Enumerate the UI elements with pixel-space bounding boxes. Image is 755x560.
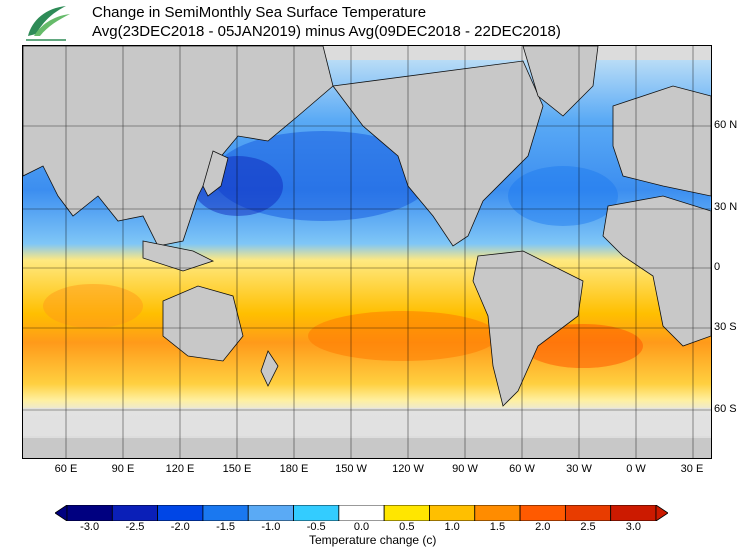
southeast-asia-islands xyxy=(142,240,215,272)
lon-label-120w: 120 W xyxy=(392,463,424,475)
asia-landmass xyxy=(23,46,334,247)
legend-swatch xyxy=(519,505,566,521)
legend-swatch xyxy=(474,505,521,521)
map-svg xyxy=(23,46,711,458)
title-block: Change in SemiMonthly Sea Surface Temper… xyxy=(92,3,561,41)
legend-tick-label: -0.5 xyxy=(306,521,326,533)
legend-swatch xyxy=(564,505,612,521)
cold-anomaly-atlantic xyxy=(508,166,618,226)
sst-change-map xyxy=(22,45,712,459)
lon-label-0w: 0 W xyxy=(626,463,646,475)
legend-swatch xyxy=(338,505,385,521)
cold-anomaly-north-pacific xyxy=(213,131,433,221)
lat-label-60n: 60 N xyxy=(714,119,738,131)
lat-label-0: 0 xyxy=(714,261,721,273)
page-title: Change in SemiMonthly Sea Surface Temper… xyxy=(92,4,427,21)
lon-label-150w: 150 W xyxy=(335,463,367,475)
legend-arrow-left xyxy=(55,505,68,521)
legend-swatch xyxy=(202,505,249,521)
lon-label-30w: 30 W xyxy=(566,463,592,475)
legend-tick-label: 2.0 xyxy=(535,521,551,533)
legend-tick-label: -3.0 xyxy=(80,521,100,533)
lon-label-180e: 180 E xyxy=(279,463,309,475)
lon-label-60e: 60 E xyxy=(54,463,78,475)
legend-tick-label: -1.0 xyxy=(261,521,281,533)
legend-swatch xyxy=(610,505,657,521)
legend-swatch xyxy=(66,505,113,521)
legend-tick-label: -2.5 xyxy=(125,521,145,533)
antarctica xyxy=(23,436,711,458)
lon-label-90e: 90 E xyxy=(111,463,135,475)
warm-anomaly-indian xyxy=(43,284,143,328)
australia xyxy=(162,285,244,362)
lon-label-90w: 90 W xyxy=(452,463,478,475)
legend-tick-label: 2.5 xyxy=(580,521,596,533)
legend-caption: Temperature change (c) xyxy=(309,533,437,547)
lon-label-60w: 60 W xyxy=(509,463,535,475)
legend-tick-label: 1.5 xyxy=(489,521,506,533)
warm-anomaly-south-pacific xyxy=(308,311,498,361)
lat-label-30n: 30 N xyxy=(714,201,738,213)
lat-label-60s: 60 S xyxy=(714,403,737,415)
north-america xyxy=(332,60,544,247)
sea-ice-south xyxy=(23,408,711,438)
legend-tick-label: -1.5 xyxy=(216,521,236,533)
legend-arrow-right xyxy=(655,505,668,521)
legend-swatch xyxy=(157,505,204,521)
legend-swatch xyxy=(293,505,340,521)
graticule xyxy=(23,46,711,458)
japan xyxy=(202,150,229,197)
new-zealand xyxy=(260,350,279,387)
south-america xyxy=(472,250,584,407)
africa xyxy=(602,195,711,347)
europe xyxy=(612,85,711,197)
legend-tick-label: -2.0 xyxy=(170,521,190,533)
legend-tick-label: 0.0 xyxy=(353,521,370,533)
legend-tick-label: 3.0 xyxy=(625,521,641,533)
lon-label-150e: 150 E xyxy=(222,463,252,475)
lon-label-30e: 30 E xyxy=(680,463,704,475)
legend-colorbar xyxy=(55,505,668,521)
page-subtitle: Avg(23DEC2018 - 05JAN2019) minus Avg(09D… xyxy=(92,23,561,40)
lat-label-30s: 30 S xyxy=(714,321,737,333)
legend-swatch xyxy=(429,505,476,521)
lon-label-120e: 120 E xyxy=(165,463,195,475)
legend-swatch xyxy=(247,505,294,521)
legend-tick-label: 0.5 xyxy=(399,521,415,533)
legend-swatch xyxy=(383,505,430,521)
legend-swatch xyxy=(111,505,159,521)
legend-tick-label: 1.0 xyxy=(444,521,460,533)
logo-icon xyxy=(26,6,70,41)
